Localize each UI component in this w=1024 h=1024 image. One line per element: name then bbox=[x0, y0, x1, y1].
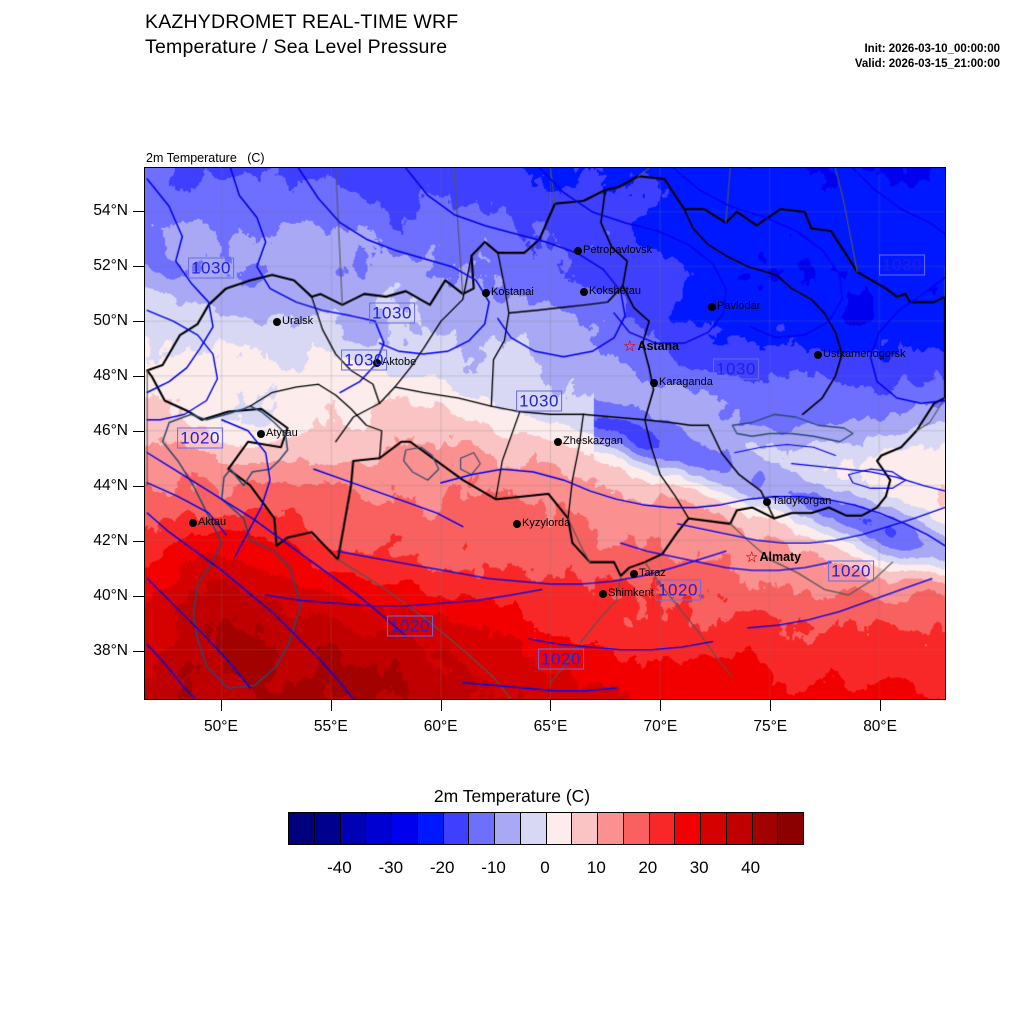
lat-label-44: 44°N bbox=[93, 476, 128, 494]
lon-tick-70 bbox=[660, 700, 662, 711]
lon-label-60: 60°E bbox=[423, 718, 458, 735]
colorbar-swatch-14 bbox=[649, 813, 676, 844]
colorbar-label--40: -40 bbox=[327, 858, 352, 877]
lon-label-50: 50°E bbox=[204, 718, 238, 735]
title-line-2: Temperature / Sea Level Pressure bbox=[145, 36, 448, 58]
map-raster bbox=[145, 168, 945, 699]
colorbar-label--10: -10 bbox=[481, 858, 506, 877]
weather-map[interactable] bbox=[144, 167, 946, 700]
page-title: KAZHYDROMET REAL-TIME WRF Temperature / … bbox=[145, 10, 458, 60]
colorbar-swatch-6 bbox=[443, 813, 470, 844]
colorbar-label--30: -30 bbox=[378, 858, 404, 877]
colorbar-swatch-5 bbox=[417, 813, 444, 844]
lat-label-42: 42°N bbox=[93, 531, 128, 549]
valid-time-label: Valid: 2026-03-15_21:00:00 bbox=[854, 58, 1000, 70]
colorbar[interactable] bbox=[288, 812, 804, 845]
lon-label-55: 55°E bbox=[313, 718, 348, 735]
lon-tick-80 bbox=[880, 700, 882, 711]
lon-tick-75 bbox=[770, 700, 772, 711]
lat-tick-38 bbox=[133, 650, 144, 652]
lon-tick-50 bbox=[220, 700, 222, 711]
colorbar-swatch-11 bbox=[572, 813, 598, 844]
colorbar-swatch-0 bbox=[289, 813, 315, 844]
colorbar-title: 2m Temperature (C) bbox=[433, 786, 591, 806]
colorbar-swatch-9 bbox=[520, 813, 547, 844]
title-line-1: KAZHYDROMET REAL-TIME WRF bbox=[145, 11, 459, 33]
lat-tick-40 bbox=[133, 595, 144, 597]
init-time-label: Init: 2026-03-10_00:00:00 bbox=[864, 43, 1000, 55]
lat-label-46: 46°N bbox=[93, 421, 128, 439]
colorbar-swatch-7 bbox=[469, 813, 495, 844]
lat-label-48: 48°N bbox=[93, 366, 128, 384]
lat-tick-44 bbox=[133, 485, 144, 487]
lon-tick-55 bbox=[330, 700, 332, 711]
lat-label-38: 38°N bbox=[93, 641, 128, 659]
field-temperature-label: 2m Temperature (C) bbox=[146, 151, 265, 165]
lat-tick-54 bbox=[133, 210, 144, 212]
colorbar-swatch-18 bbox=[752, 813, 779, 844]
lat-tick-46 bbox=[133, 430, 144, 432]
lon-label-65: 65°E bbox=[533, 718, 568, 735]
colorbar-label--20: -20 bbox=[429, 858, 455, 877]
colorbar-label-0: 0 bbox=[540, 858, 550, 877]
lon-tick-60 bbox=[440, 700, 442, 711]
colorbar-label-40: 40 bbox=[741, 858, 761, 877]
colorbar-swatch-15 bbox=[675, 813, 701, 844]
colorbar-label-30: 30 bbox=[689, 858, 709, 877]
colorbar-swatch-13 bbox=[623, 813, 650, 844]
model-run-info: Init: 2026-03-10_00:00:00 Valid: 2026-03… bbox=[855, 42, 1000, 72]
colorbar-swatch-16 bbox=[701, 813, 727, 844]
lat-label-54: 54°N bbox=[93, 201, 128, 219]
colorbar-swatch-17 bbox=[726, 813, 753, 844]
lon-label-80: 80°E bbox=[863, 718, 897, 735]
colorbar-swatch-12 bbox=[598, 813, 624, 844]
colorbar-swatch-4 bbox=[392, 813, 418, 844]
lat-tick-48 bbox=[133, 375, 144, 377]
colorbar-swatch-2 bbox=[340, 813, 367, 844]
lat-tick-52 bbox=[133, 265, 144, 267]
lat-label-40: 40°N bbox=[93, 586, 128, 604]
lat-tick-50 bbox=[133, 320, 144, 322]
colorbar-swatch-3 bbox=[366, 813, 392, 844]
colorbar-swatch-1 bbox=[314, 813, 341, 844]
colorbar-swatch-8 bbox=[495, 813, 521, 844]
lat-tick-42 bbox=[133, 540, 144, 542]
colorbar-swatch-19 bbox=[778, 813, 803, 844]
colorbar-swatch-10 bbox=[546, 813, 573, 844]
lon-label-70: 70°E bbox=[643, 718, 678, 735]
colorbar-label-10: 10 bbox=[586, 858, 606, 877]
colorbar-label-20: 20 bbox=[638, 858, 658, 877]
lat-label-50: 50°N bbox=[93, 311, 128, 329]
lon-label-75: 75°E bbox=[753, 718, 788, 735]
lat-label-52: 52°N bbox=[93, 256, 128, 274]
lon-tick-65 bbox=[550, 700, 552, 711]
